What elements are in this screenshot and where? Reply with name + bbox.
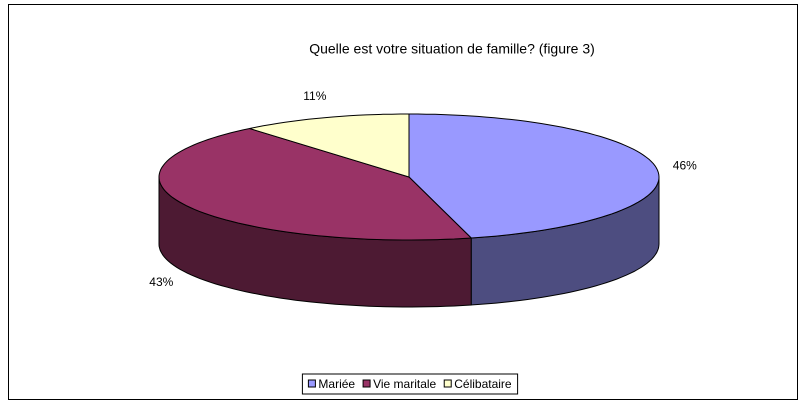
- legend: Mariée Vie maritale Célibataire: [301, 373, 519, 395]
- legend-label: Célibataire: [454, 377, 512, 391]
- legend-swatch: [443, 379, 452, 388]
- legend-swatch: [307, 379, 316, 388]
- legend-swatch: [362, 379, 371, 388]
- slice: [249, 113, 410, 178]
- data-label: 43%: [149, 275, 173, 289]
- slice: [158, 127, 473, 241]
- legend-label: Vie maritale: [373, 377, 436, 391]
- legend-label: Mariée: [318, 377, 355, 391]
- legend-box: [301, 373, 519, 395]
- data-label: 11%: [303, 89, 326, 103]
- chart-title: Quelle est votre situation de famille? (…: [309, 41, 595, 57]
- data-label: 46%: [673, 159, 697, 173]
- slice: [408, 113, 660, 239]
